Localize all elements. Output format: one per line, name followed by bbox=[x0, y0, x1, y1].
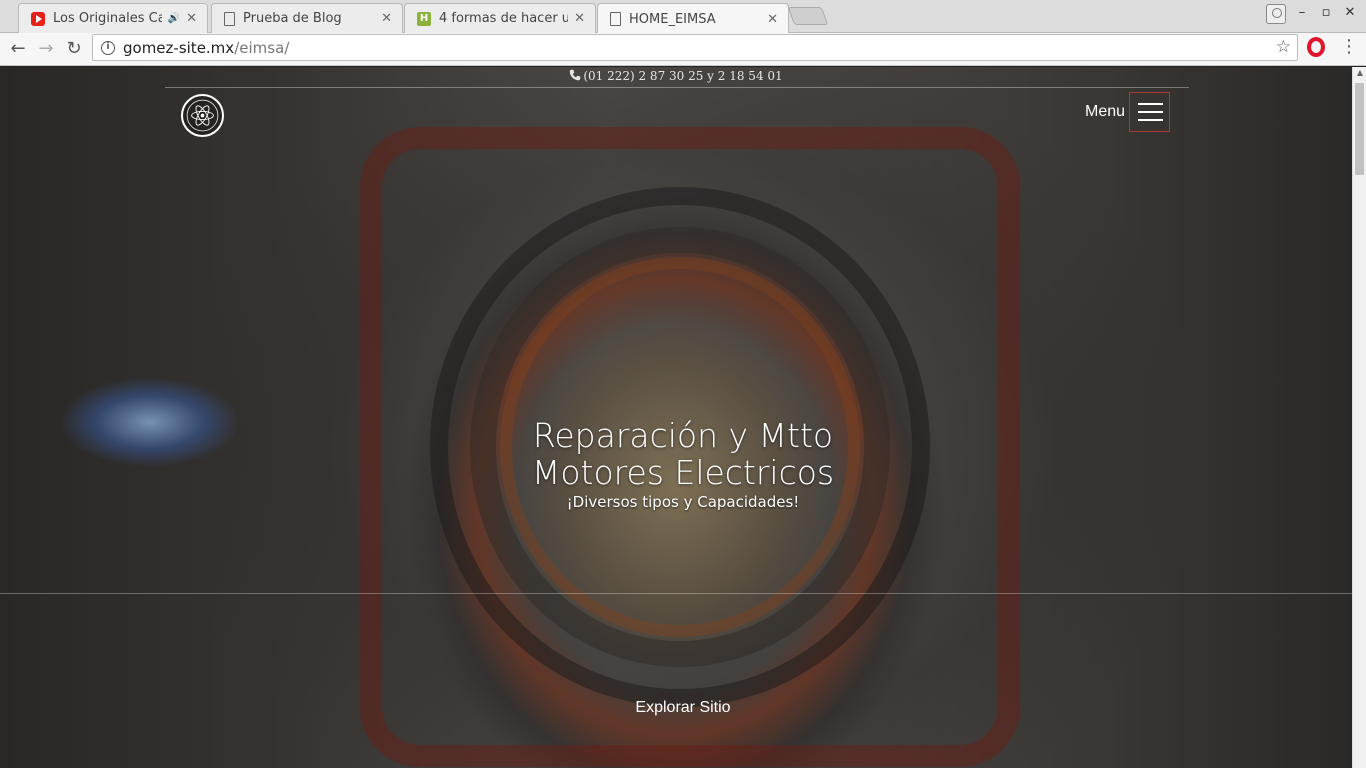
youtube-icon bbox=[31, 11, 45, 26]
tab-close-icon[interactable]: ✕ bbox=[574, 11, 585, 26]
tab-title: Los Originales Ca bbox=[53, 11, 162, 26]
tab-home-eimsa[interactable]: HOME_EIMSA ✕ bbox=[597, 3, 789, 34]
header-divider bbox=[165, 87, 1189, 88]
close-window-button[interactable]: ✕ bbox=[1344, 5, 1356, 20]
browser-menu-icon[interactable]: ⋮ bbox=[1340, 36, 1358, 57]
phone-icon bbox=[570, 69, 581, 81]
tab-youtube[interactable]: Los Originales Ca 🔊 ✕ bbox=[18, 3, 208, 33]
tab-title: 4 formas de hacer u bbox=[439, 11, 569, 26]
tab-title: HOME_EIMSA bbox=[629, 11, 716, 27]
page-scrollbar[interactable]: ▲ bbox=[1352, 67, 1366, 768]
hamburger-line bbox=[1138, 111, 1163, 113]
tab-close-icon[interactable]: ✕ bbox=[186, 11, 197, 26]
audio-icon[interactable]: 🔊 bbox=[167, 13, 181, 24]
explore-site-link[interactable]: Explorar Sitio bbox=[635, 699, 731, 716]
site-logo[interactable] bbox=[181, 94, 224, 137]
menu-label[interactable]: Menu bbox=[1085, 103, 1126, 120]
hero-section: (01 222) 2 87 30 25 y 2 18 54 01 Menu Re… bbox=[0, 67, 1352, 768]
hero-title: Reparación y Mtto Motores Electricos bbox=[0, 417, 1352, 491]
phone-bar: (01 222) 2 87 30 25 y 2 18 54 01 bbox=[0, 69, 1352, 83]
profile-icon[interactable] bbox=[1266, 4, 1286, 24]
hamburger-menu-button[interactable] bbox=[1129, 92, 1170, 132]
hero-subtitle: ¡Diversos tipos y Capacidades! bbox=[566, 493, 800, 511]
url-host: gomez-site.mx bbox=[123, 38, 235, 57]
hero-title-line-1: Reparación y Mtto bbox=[532, 416, 834, 455]
wikihow-icon: H bbox=[417, 11, 431, 26]
scroll-up-arrow-icon[interactable]: ▲ bbox=[1356, 68, 1364, 77]
hamburger-line bbox=[1138, 103, 1163, 105]
new-tab-button[interactable] bbox=[787, 7, 829, 25]
tab-close-icon[interactable]: ✕ bbox=[767, 11, 778, 27]
tab-title: Prueba de Blog bbox=[243, 11, 342, 26]
hamburger-line bbox=[1138, 119, 1163, 121]
atom-logo-icon bbox=[186, 99, 219, 132]
tab-strip: Los Originales Ca 🔊 ✕ Prueba de Blog ✕ H… bbox=[0, 0, 1366, 34]
phone-number[interactable]: (01 222) 2 87 30 25 y 2 18 54 01 bbox=[583, 69, 783, 83]
hero-title-line-2: Motores Electricos bbox=[531, 453, 835, 492]
info-icon[interactable]: i bbox=[101, 40, 115, 55]
tab-wikihow[interactable]: H 4 formas de hacer u ✕ bbox=[404, 3, 596, 33]
hero-divider bbox=[0, 593, 1352, 594]
address-bar[interactable]: i gomez-site.mx/eimsa/ ☆ bbox=[92, 34, 1298, 61]
bookmark-star-icon[interactable]: ☆ bbox=[1275, 37, 1291, 57]
tab-close-icon[interactable]: ✕ bbox=[381, 11, 392, 26]
back-arrow-icon[interactable]: ← bbox=[10, 38, 26, 59]
forward-arrow-icon[interactable]: → bbox=[38, 38, 54, 59]
url-path: /eimsa/ bbox=[234, 38, 290, 57]
opera-extension-icon[interactable] bbox=[1307, 37, 1325, 57]
reload-icon[interactable]: ↻ bbox=[66, 38, 82, 59]
tab-prueba-blog[interactable]: Prueba de Blog ✕ bbox=[211, 3, 403, 33]
minimize-button[interactable]: – bbox=[1298, 5, 1306, 20]
document-icon bbox=[610, 12, 621, 26]
scrollbar-thumb[interactable] bbox=[1355, 83, 1364, 175]
document-icon bbox=[224, 11, 235, 26]
maximize-button[interactable]: ▫ bbox=[1321, 5, 1331, 20]
